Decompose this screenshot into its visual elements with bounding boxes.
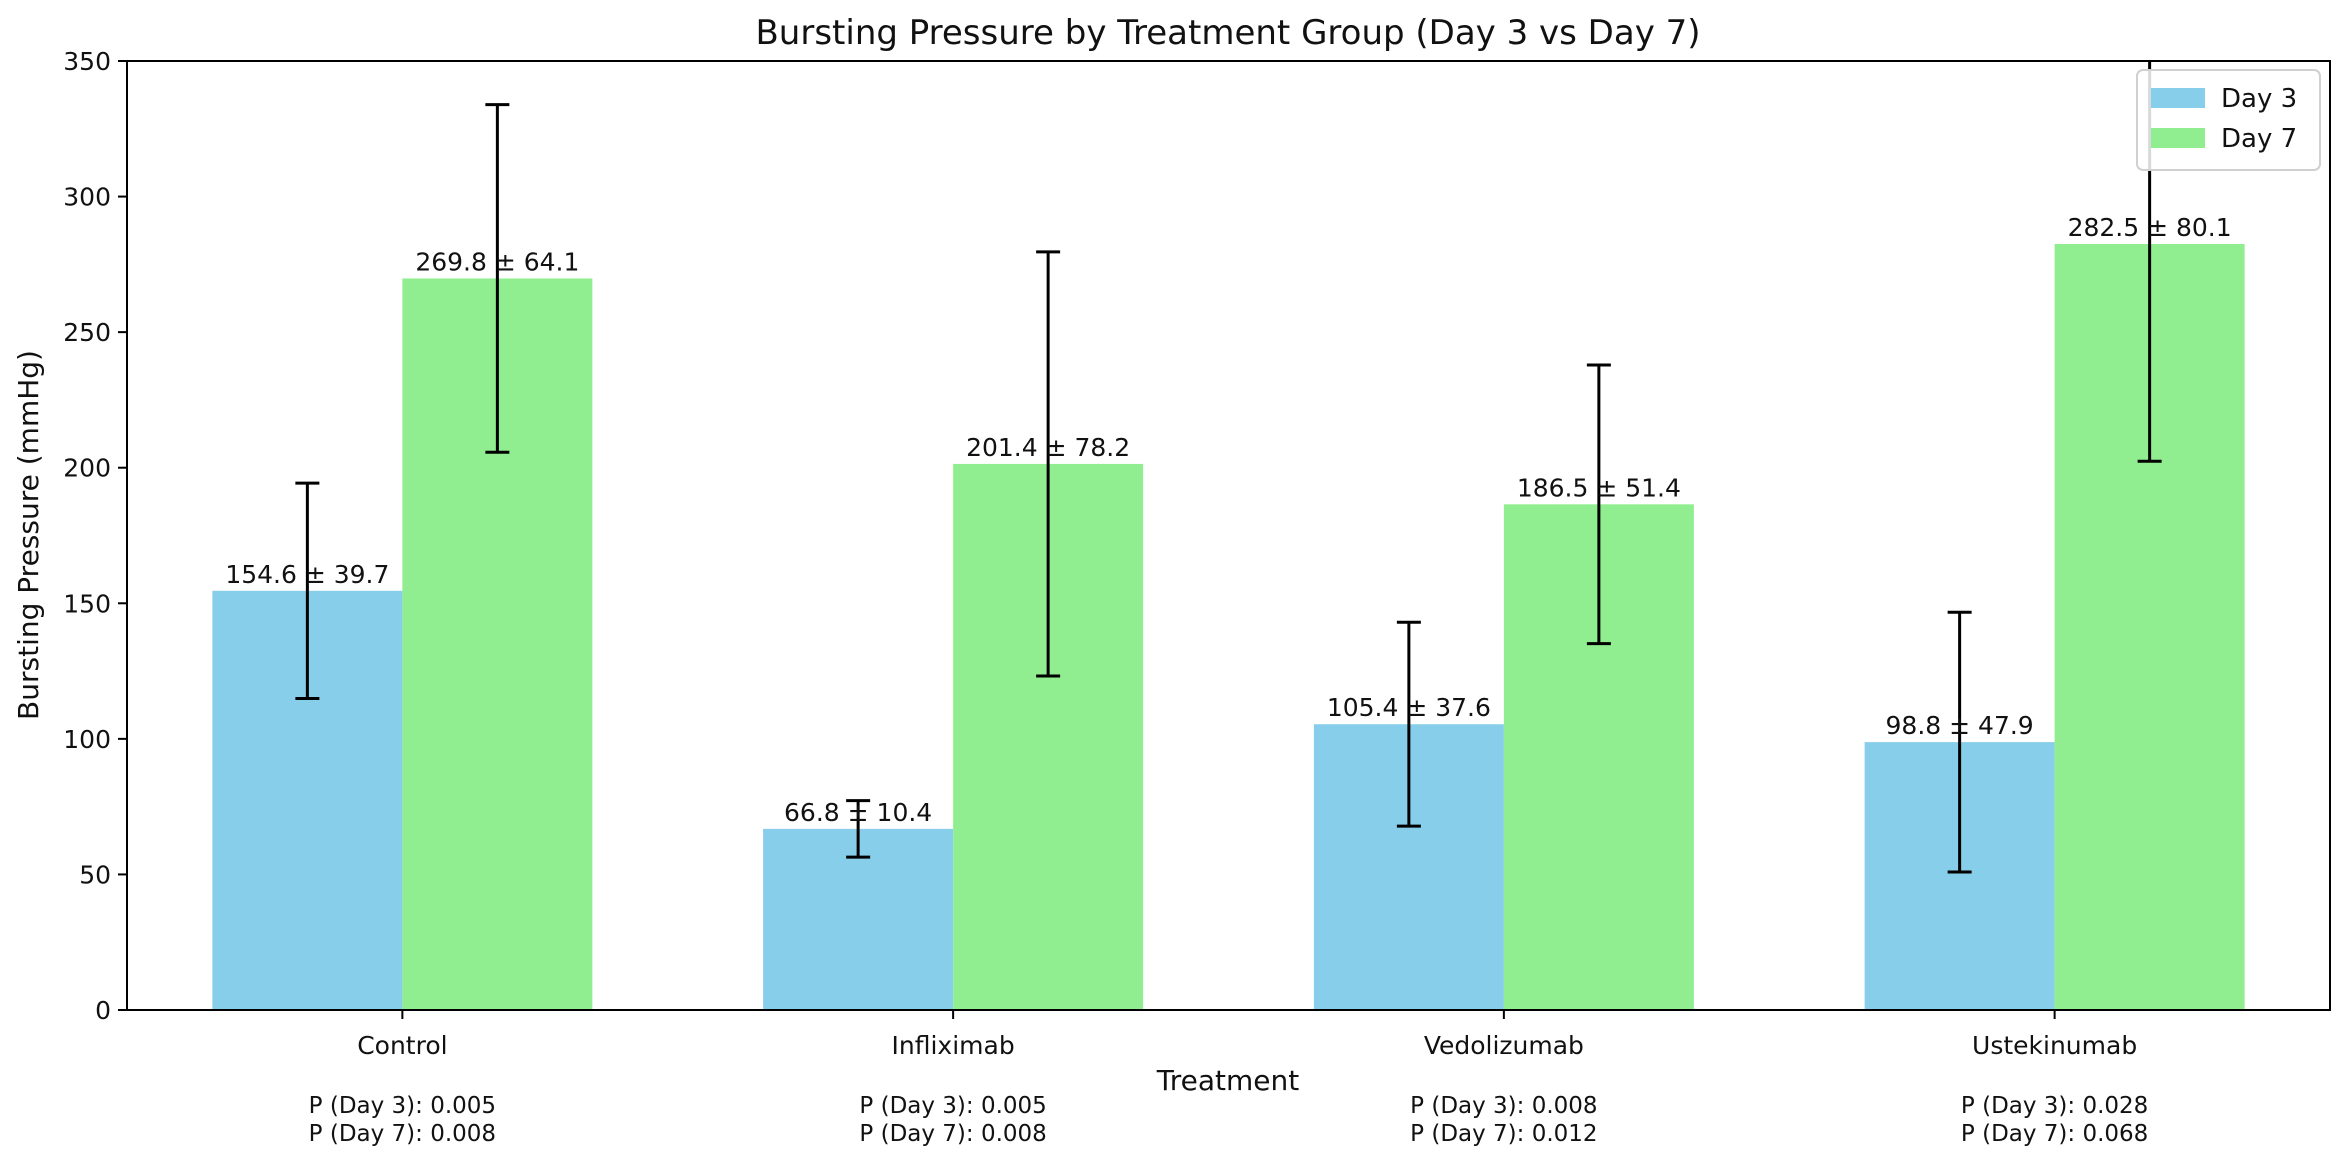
error-bar-day-3-infliximab [846,799,871,859]
x-tick-label-ustekinumab: Ustekinumab [1972,1031,2137,1060]
p-value-day3: P (Day 3): 0.005 [859,1093,1046,1119]
p-value-day7: P (Day 7): 0.008 [859,1121,1046,1147]
error-bar-day-3-vedolizumab [1396,620,1421,828]
plot-area: 154.6 ± 39.7 269.8 ± 64.1 66.8 ± 10.4 201.4… [63,47,2331,1147]
plot-frame [126,60,2331,1011]
bar-value-label: 282.5 ± 80.1 [2068,213,2232,242]
chart-title: Bursting Pressure by Treatment Group (Da… [755,13,1700,53]
error-bar-day-3-ustekinumab [1947,610,1972,874]
legend: Day 3 Day 7 [2136,69,2321,171]
y-axis-label: Bursting Pressure (mmHg) [12,350,45,720]
x-tick-label-infliximab: Infliximab [892,1031,1015,1060]
bar-value-label: 66.8 ± 10.4 [784,798,932,827]
bar-value-label: 186.5 ± 51.4 [1517,473,1681,502]
p-value-day7: P (Day 7): 0.012 [1410,1121,1597,1147]
bar-value-label: 154.6 ± 39.7 [225,560,389,589]
error-bar-day-3-control [295,481,320,700]
p-value-day3: P (Day 3): 0.005 [309,1093,496,1119]
error-bar-day-7-control [485,103,510,454]
x-tick-label-vedolizumab: Vedolizumab [1424,1031,1584,1060]
bar-value-label: 201.4 ± 78.2 [966,433,1130,462]
legend-label-day-3: Day 3 [2221,84,2297,114]
y-tick-label: 250 [63,318,111,347]
p-value-day7: P (Day 7): 0.008 [309,1121,496,1147]
p-value-day3: P (Day 3): 0.008 [1410,1093,1597,1119]
y-tick-label: 350 [63,47,111,76]
bar-value-label: 269.8 ± 64.1 [415,247,579,276]
error-bar-day-7-vedolizumab [1586,363,1611,646]
x-axis-label: Treatment [1156,1064,1299,1097]
y-tick-label: 150 [63,589,111,618]
legend-label-day-7: Day 7 [2221,124,2297,154]
bar-value-label: 105.4 ± 37.6 [1327,693,1491,722]
bar-day-3-infliximab [763,828,954,1010]
bar-value-label: 98.8 ± 47.9 [1886,711,2034,740]
p-value-day7: P (Day 7): 0.068 [1961,1121,2148,1147]
legend-swatch-day-3 [2151,88,2205,108]
error-bar-day-7-infliximab [1036,250,1061,678]
y-tick-label: 50 [79,860,111,889]
y-tick-label: 0 [95,996,111,1025]
y-tick-label: 300 [63,183,111,212]
y-tick-label: 200 [63,454,111,483]
p-value-day3: P (Day 3): 0.028 [1961,1093,2148,1119]
legend-swatch-day-7 [2151,128,2205,148]
x-tick-label-control: Control [357,1031,447,1060]
y-tick-label: 100 [63,725,111,754]
